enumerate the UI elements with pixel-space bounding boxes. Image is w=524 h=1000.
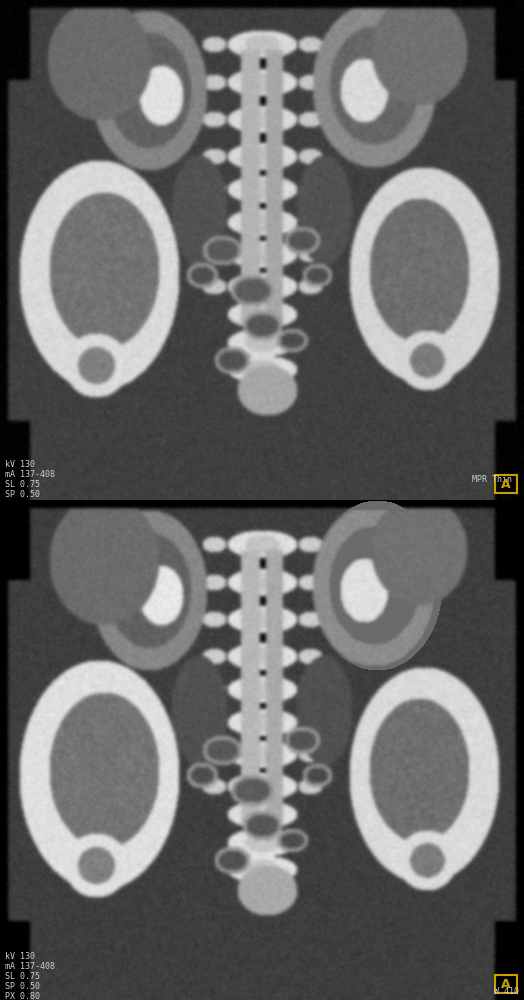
Text: MPR Thin: MPR Thin [472,475,512,484]
Text: PX 0.80: PX 0.80 [5,992,40,1000]
Text: SL 0.75: SL 0.75 [5,972,40,981]
Text: SP 0.50: SP 0.50 [5,982,40,991]
Text: kV 130: kV 130 [5,952,35,961]
Text: A: A [501,478,511,490]
Text: mA 137-408: mA 137-408 [5,470,55,479]
Text: SL 0.75: SL 0.75 [5,480,40,489]
Text: A: A [501,978,511,990]
Text: W 410: W 410 [494,987,519,996]
Text: mA 137-408: mA 137-408 [5,962,55,971]
Text: kV 130: kV 130 [5,460,35,469]
Text: SP 0.50: SP 0.50 [5,490,40,499]
